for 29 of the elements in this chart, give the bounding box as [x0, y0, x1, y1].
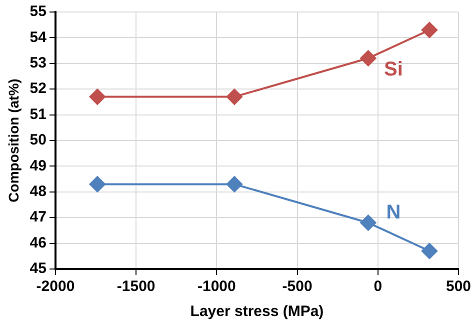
- x-tick-label: -1000: [198, 278, 236, 296]
- x-tick-label: 0: [374, 278, 382, 296]
- series-label: Si: [384, 58, 403, 81]
- y-tick-label: 49: [30, 157, 46, 174]
- y-tick-label: 45: [30, 260, 46, 278]
- y-tick-label: 52: [30, 80, 46, 98]
- point: [360, 50, 376, 66]
- point: [421, 243, 438, 260]
- y-tick-label: 46: [30, 234, 46, 252]
- y-axis-title: Composition (at%): [5, 78, 22, 202]
- y-tick-label: 51: [30, 106, 46, 123]
- y-tick-label: 50: [30, 132, 46, 149]
- y-tick-label: 54: [30, 28, 48, 46]
- series-label: N: [386, 202, 401, 224]
- y-tick-label: 48: [30, 183, 46, 200]
- point: [226, 88, 242, 105]
- x-axis-title: Layer stress (MPa): [190, 303, 324, 320]
- y-tick-label: 47: [30, 208, 46, 226]
- x-tick-label: -500: [282, 278, 312, 296]
- x-tick-label: -2000: [36, 278, 75, 296]
- point: [360, 214, 376, 231]
- point: [89, 88, 106, 105]
- x-tick-label: -1500: [116, 278, 156, 296]
- point: [226, 176, 242, 192]
- x-tick-label: 500: [446, 278, 471, 296]
- y-tick-label: 55: [30, 3, 46, 20]
- y-tick-label: 53: [30, 54, 46, 72]
- point: [421, 22, 438, 38]
- point: [89, 176, 106, 192]
